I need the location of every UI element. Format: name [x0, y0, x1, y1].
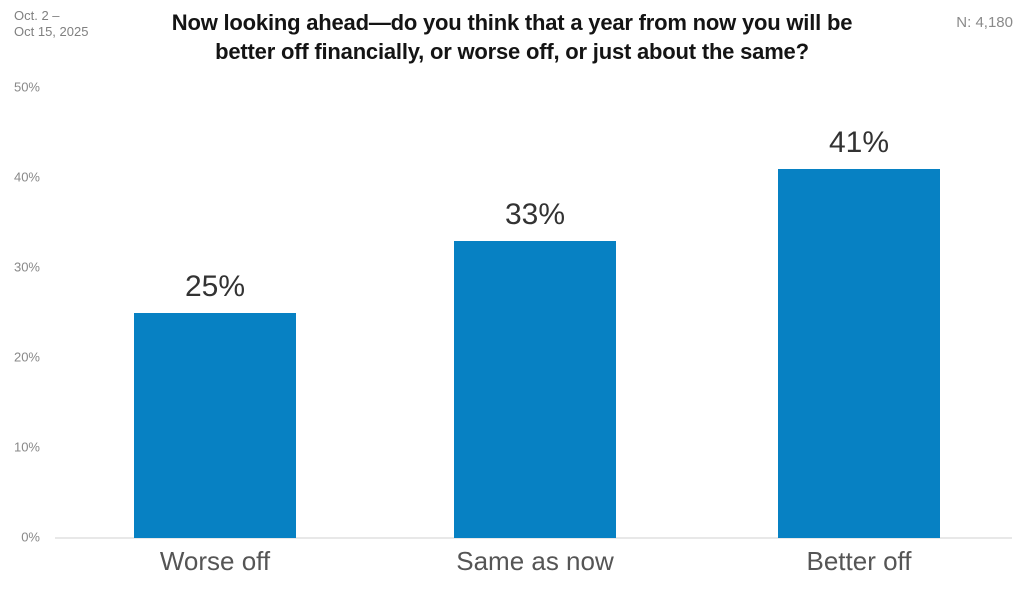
- chart-title-line1: Now looking ahead—do you think that a ye…: [171, 10, 853, 35]
- chart-title: Now looking ahead—do you think that a ye…: [102, 8, 922, 66]
- date-range: Oct. 2 – Oct 15, 2025: [14, 8, 88, 40]
- y-axis-tick-label: 10%: [13, 439, 40, 455]
- bar-worse-off: [134, 313, 296, 538]
- chart-title-line2: better off financially, or worse off, or…: [215, 39, 809, 64]
- bar-value-label: 25%: [184, 270, 246, 303]
- x-axis-category-label: Better off: [806, 546, 912, 576]
- date-range-line1: Oct. 2 –: [14, 8, 60, 23]
- bar-better-off: [778, 169, 940, 538]
- x-axis-category-label: Worse off: [159, 546, 271, 576]
- y-axis-tick-label: 30%: [13, 259, 40, 275]
- x-axis-baseline: [55, 537, 1012, 539]
- bar-value-label: 33%: [504, 198, 566, 231]
- sample-size-label: N: 4,180: [956, 14, 1013, 31]
- y-axis-tick-label: 20%: [13, 349, 40, 365]
- y-axis-tick-label: 0%: [21, 529, 40, 545]
- y-axis-tick-label: 40%: [13, 169, 40, 185]
- date-range-line2: Oct 15, 2025: [14, 24, 89, 39]
- y-axis-tick-label: 50%: [13, 79, 40, 95]
- bar-value-label: 41%: [828, 126, 890, 159]
- x-axis-category-label: Same as now: [456, 546, 614, 576]
- bar-same-as-now: [454, 241, 616, 538]
